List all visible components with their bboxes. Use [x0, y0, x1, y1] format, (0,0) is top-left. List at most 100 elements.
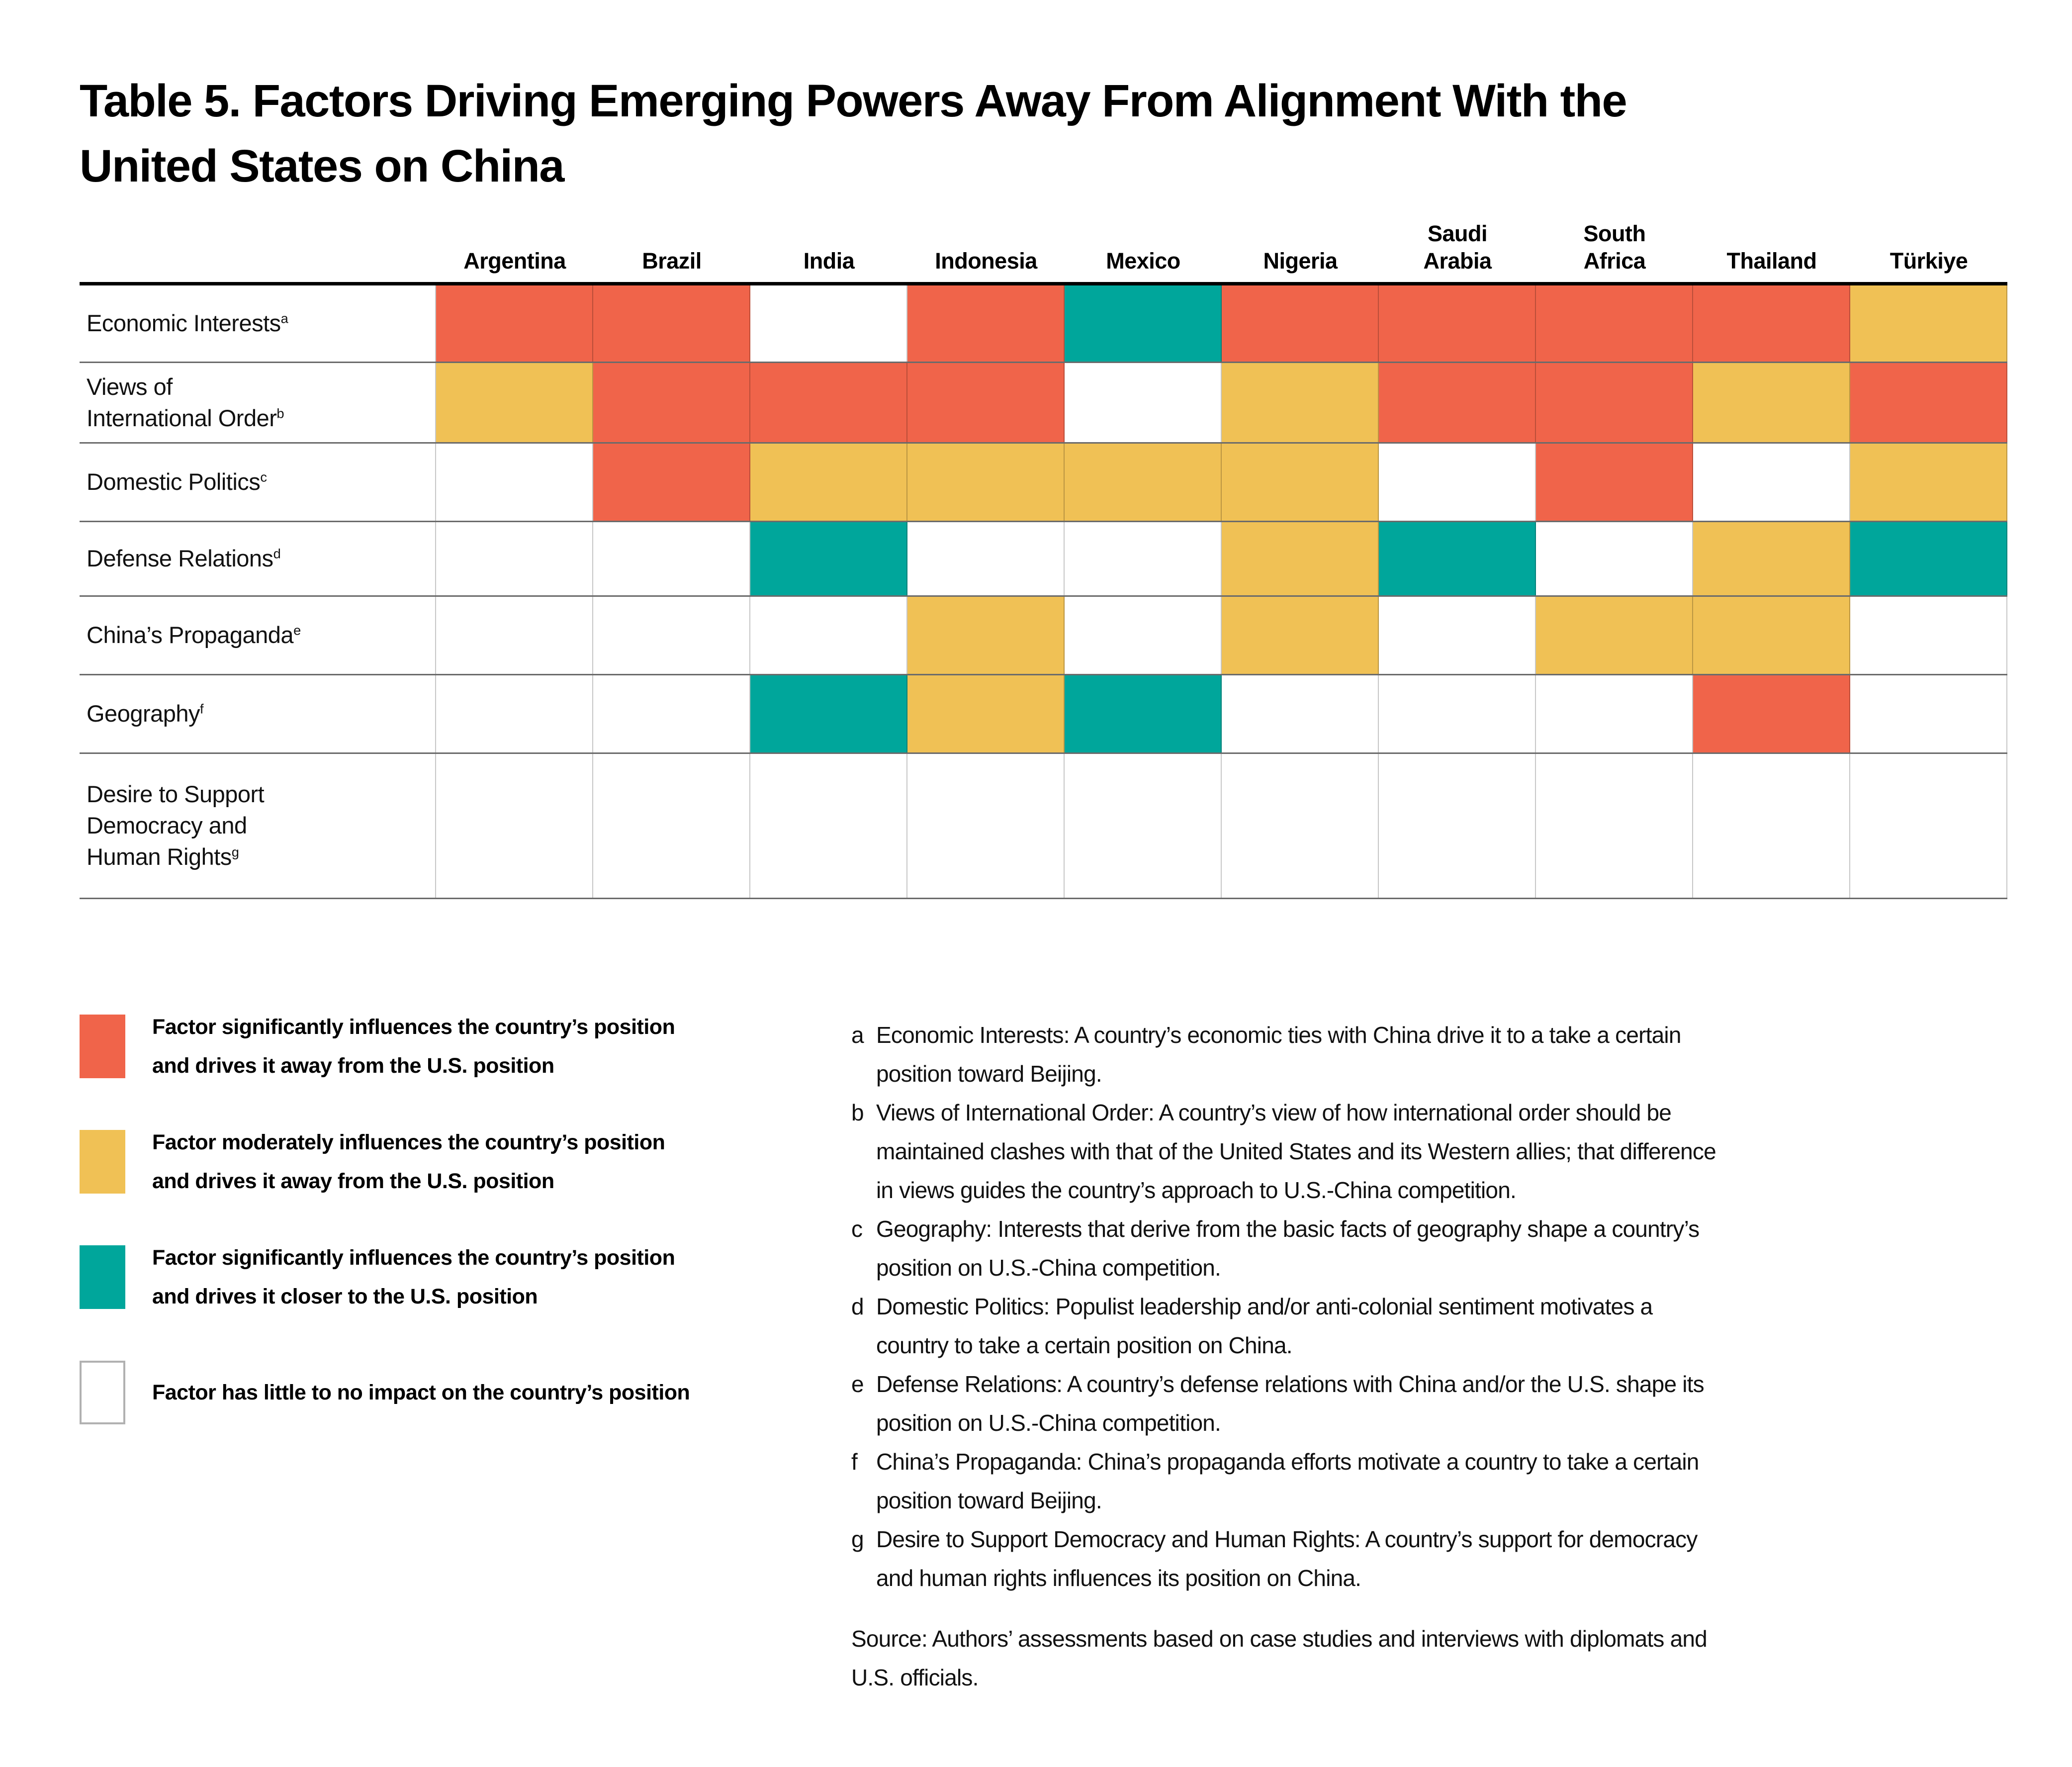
table-cell [436, 363, 593, 442]
row-label-text: Domestic Politicsc [87, 468, 267, 495]
table-cell [1065, 285, 1222, 362]
table-row: Desire to Support Democracy and Human Ri… [80, 754, 2007, 899]
column-header-nigeria: Nigeria [1222, 248, 1379, 282]
column-header-label: South Africa [1583, 221, 1646, 274]
table-cell [1536, 444, 1693, 521]
table-cell [1222, 363, 1379, 442]
column-header-label: Mexico [1106, 248, 1180, 274]
footnote-text: Desire to Support Democracy and Human Ri… [876, 1526, 1698, 1591]
footnote-letter: c [851, 1216, 863, 1242]
footnote-list: a Economic Interests: A country’s economi… [851, 1016, 2071, 1597]
table-cell [1379, 363, 1536, 442]
footnote-text: Domestic Politics: Populist leadership a… [876, 1294, 1653, 1358]
table-cell [1222, 754, 1379, 898]
table-cell [1693, 675, 1850, 752]
factors-table: Argentina Brazil India Indonesia Mexico Niger… [80, 196, 2007, 899]
table-cell [593, 363, 750, 442]
table-cell [593, 597, 750, 674]
table-cell [750, 754, 907, 898]
table-cell [1693, 522, 1850, 595]
table-cell [1693, 363, 1850, 442]
row-label-text: Geographyf [87, 700, 204, 727]
table-cell [1065, 363, 1222, 442]
column-header-argentina: Argentina [436, 248, 593, 282]
column-header-label: Brazil [642, 248, 702, 274]
row-label: Views of International Orderb [80, 363, 436, 442]
legend-swatch-significant-closer [80, 1245, 125, 1309]
table-cell [1222, 285, 1379, 362]
table-cell [907, 522, 1065, 595]
legend-item-significant-closer: Factor significantly influences the coun… [80, 1245, 675, 1316]
table-cell [750, 522, 907, 595]
table-cell [1850, 285, 2007, 362]
source-note: Source: Authors’ assessments based on ca… [851, 1626, 1708, 1690]
table-cell [593, 522, 750, 595]
footnote-f: f China’s Propaganda: China’s propaganda … [851, 1442, 2071, 1520]
table-cell [1536, 522, 1693, 595]
footnotes: a Economic Interests: A country’s economi… [851, 1016, 2071, 1697]
row-label-superscript: f [200, 701, 204, 717]
table-cell [1536, 754, 1693, 898]
footnote-letter: d [851, 1294, 864, 1319]
table-cell [1065, 444, 1222, 521]
footnote-a: a Economic Interests: A country’s economi… [851, 1016, 2071, 1093]
legend: Factor significantly influences the coun… [80, 1015, 840, 1492]
table-cell [1850, 675, 2007, 752]
footnote-b: b Views of International Order: A country… [851, 1093, 2071, 1209]
row-label-text: Desire to Support Democracy and Human Ri… [87, 781, 265, 870]
table-cell [1379, 597, 1536, 674]
table-cell [436, 444, 593, 521]
column-header-row: Argentina Brazil India Indonesia Mexico Niger… [436, 196, 2007, 282]
legend-label: Factor moderately influences the country… [152, 1130, 665, 1193]
table-cell [1222, 597, 1379, 674]
table-cell [1222, 444, 1379, 521]
table-cell [1536, 597, 1693, 674]
table-row: Economic Interestsa [80, 285, 2007, 363]
row-label: Desire to Support Democracy and Human Ri… [80, 754, 436, 898]
column-header-brazil: Brazil [593, 248, 750, 282]
footnote-text: Defense Relations: A country’s defense r… [876, 1371, 1705, 1436]
table-cell [1065, 754, 1222, 898]
table-cell [436, 597, 593, 674]
table-cell [1693, 597, 1850, 674]
legend-label: Factor significantly influences the coun… [152, 1015, 675, 1078]
table-cell [1065, 597, 1222, 674]
table-cell [907, 285, 1065, 362]
table-body: Economic Interestsa Views of Internationa… [80, 282, 2007, 899]
footnote-text: Views of International Order: A country’… [876, 1100, 1716, 1203]
table-cell [1379, 285, 1536, 362]
table-cell [750, 363, 907, 442]
footnote-letter: e [851, 1371, 864, 1397]
footnote-letter: b [851, 1100, 864, 1125]
table-cell [593, 285, 750, 362]
footnote-letter: a [851, 1022, 864, 1048]
row-label-text: China’s Propagandae [87, 622, 301, 649]
column-header-saudi-arabia: Saudi Arabia [1379, 220, 1536, 282]
row-label-text: Economic Interestsa [87, 310, 288, 337]
legend-swatch-significant-away [80, 1015, 125, 1078]
column-header-label: India [803, 248, 855, 274]
column-header-label: Indonesia [935, 248, 1037, 274]
row-label-superscript: b [276, 405, 284, 421]
column-header-label: Saudi Arabia [1423, 221, 1492, 274]
footnote-letter: g [851, 1526, 864, 1552]
row-label-text: Defense Relationsd [87, 545, 281, 572]
table-cell [1850, 754, 2007, 898]
table-row: Defense Relationsd [80, 522, 2007, 597]
legend-swatch-moderate-away [80, 1130, 125, 1194]
table-cell [1536, 675, 1693, 752]
row-label: Defense Relationsd [80, 522, 436, 595]
table-cell [907, 363, 1065, 442]
row-label: Economic Interestsa [80, 285, 436, 362]
row-label-text: Views of International Orderb [87, 373, 284, 431]
table-cell [436, 285, 593, 362]
footnote-text: Geography: Interests that derive from th… [876, 1216, 1700, 1281]
footnote-e: e Defense Relations: A country’s defense … [851, 1365, 2071, 1442]
table-cell [1693, 444, 1850, 521]
table-cell [1850, 444, 2007, 521]
row-label-superscript: c [260, 469, 267, 485]
table-row: Views of International Orderb [80, 363, 2007, 444]
page-title: Table 5. Factors Driving Emerging Powers… [80, 76, 1627, 191]
table-cell [593, 444, 750, 521]
table-cell [1065, 522, 1222, 595]
